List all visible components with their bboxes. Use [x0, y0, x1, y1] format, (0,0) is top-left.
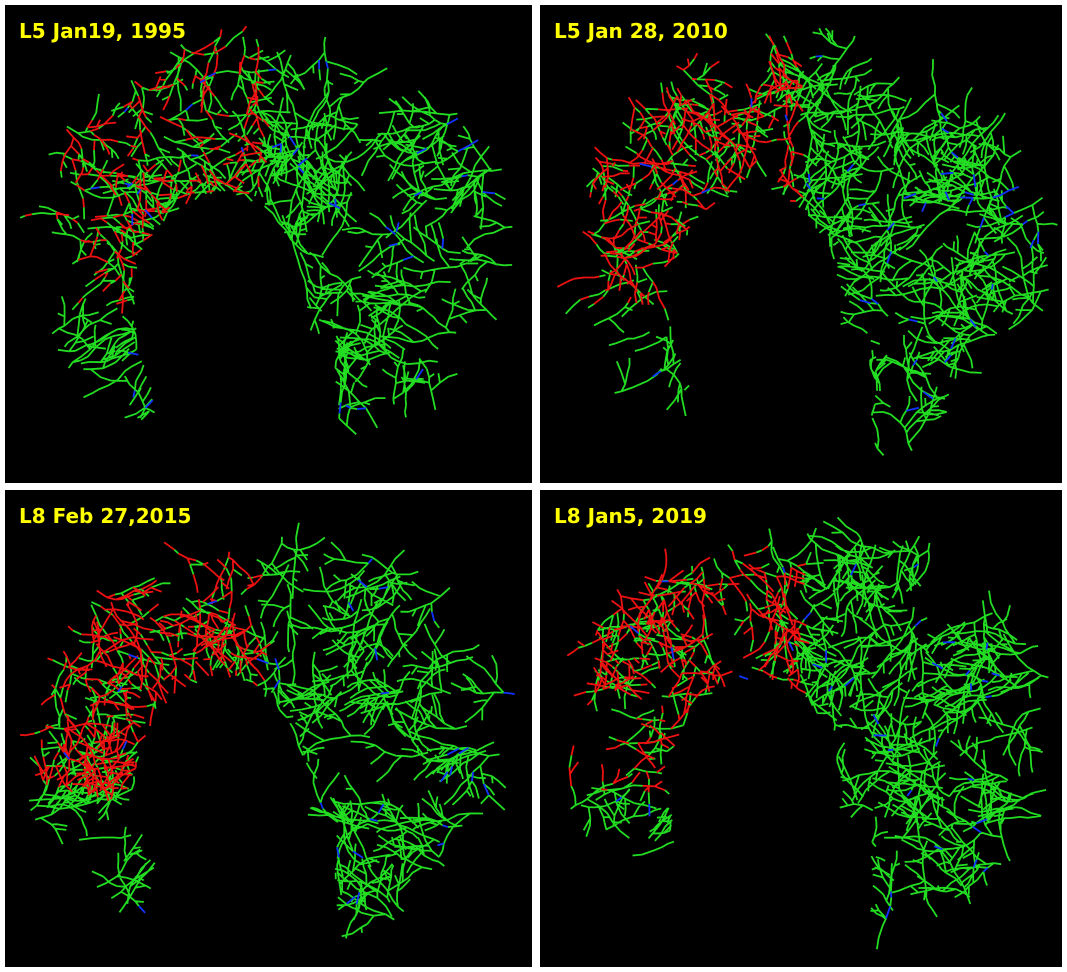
panel-label: L5 Jan 28, 2010 [554, 19, 728, 43]
drainage-lines [566, 28, 1058, 455]
panel: L5 Jan19, 1995 [5, 5, 532, 483]
panel: L8 Feb 27,2015 [5, 490, 532, 967]
drainage-map [5, 490, 532, 967]
panel-label: L8 Feb 27,2015 [19, 504, 191, 528]
drainage-map [540, 5, 1062, 483]
figure: L5 Jan19, 1995 L5 Jan 28, 2010 L8 Feb 27… [0, 0, 1067, 972]
drainage-map [5, 5, 532, 483]
panel-label: L8 Jan5, 2019 [554, 504, 707, 528]
drainage-lines [569, 517, 1048, 949]
drainage-lines [557, 36, 803, 309]
panel: L8 Jan5, 2019 [540, 490, 1062, 967]
drainage-lines [616, 564, 1000, 918]
drainage-lines [29, 523, 506, 939]
panel: L5 Jan 28, 2010 [540, 5, 1062, 483]
panel-label: L5 Jan19, 1995 [19, 19, 186, 43]
drainage-lines [20, 542, 270, 801]
drainage-map [540, 490, 1062, 967]
drainage-lines [20, 31, 512, 434]
drainage-lines [25, 26, 269, 313]
